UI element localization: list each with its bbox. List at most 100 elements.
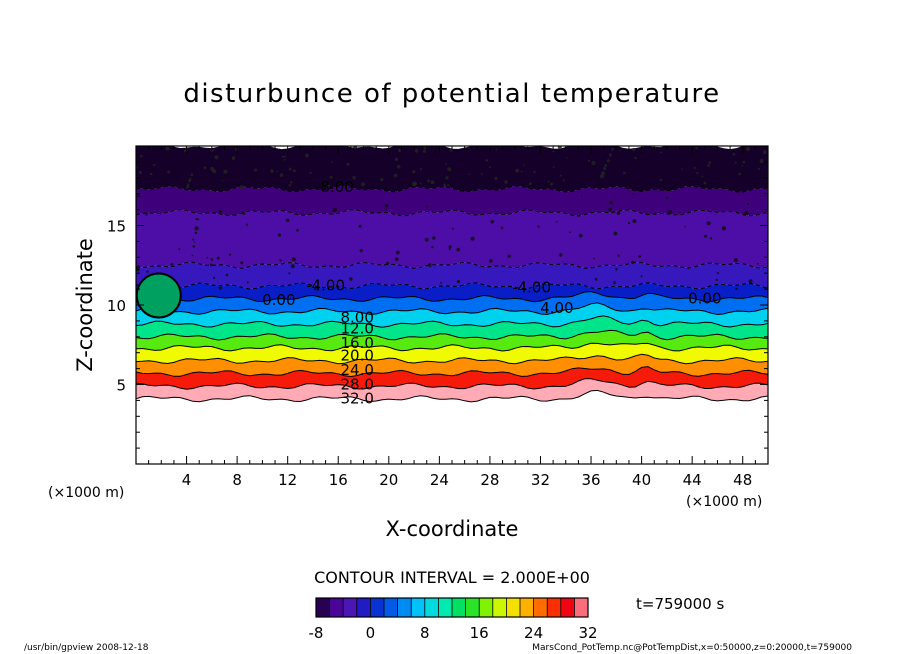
colorbar-tick-label: -8 <box>309 624 324 642</box>
contour-speck <box>136 265 141 270</box>
colorbar-tick-label: 0 <box>366 624 376 642</box>
contour-speck <box>710 237 713 240</box>
contour-speck <box>761 159 763 162</box>
contour-interval: CONTOUR INTERVAL = 2.000E+00 <box>314 568 590 587</box>
contour-speck <box>210 148 214 152</box>
contour-speck <box>706 221 711 226</box>
contour-speck <box>194 226 199 231</box>
contour-speck <box>289 181 293 184</box>
contour-speck <box>615 267 618 271</box>
colorbar-cell <box>560 598 575 617</box>
contour-speck <box>470 236 475 241</box>
contour-speck <box>587 159 591 163</box>
contour-line <box>136 302 768 316</box>
contour-band <box>136 282 768 302</box>
x-tick-label: 36 <box>581 471 600 489</box>
contour-speck <box>288 272 291 275</box>
footer-left: /usr/bin/gpview 2008-12-18 <box>24 643 149 653</box>
contour-speck <box>136 194 141 198</box>
contour-speck <box>703 181 707 185</box>
contour-speck <box>616 211 621 215</box>
colorbar-cell <box>329 598 344 617</box>
contour-line <box>136 389 768 403</box>
contour-speck <box>394 157 399 161</box>
x-tick-label: 12 <box>278 471 297 489</box>
z-unit-label: (×1000 m) <box>48 485 124 501</box>
contour-speck <box>432 236 436 240</box>
contour-line <box>136 366 768 378</box>
contour-speck <box>529 182 532 186</box>
y-tick-label: 5 <box>116 377 126 395</box>
contour-speck <box>284 155 287 158</box>
contour-speck <box>600 171 606 176</box>
contour-speck <box>279 259 282 262</box>
contour-speck <box>419 168 423 171</box>
y-axis-label: Z-coordinate <box>73 238 97 372</box>
contour-speck <box>593 257 595 260</box>
contour-speck <box>520 170 523 173</box>
contour-speck <box>346 162 350 166</box>
contour-speck <box>562 179 565 182</box>
x-tick-label: 16 <box>329 471 348 489</box>
contour-speck <box>386 261 390 265</box>
contour-speck <box>286 218 290 222</box>
contour-speck <box>292 169 296 173</box>
contour-speck <box>218 286 223 290</box>
contour-speck <box>153 163 156 167</box>
contour-speck <box>419 182 422 185</box>
contour-speck <box>225 273 229 277</box>
contour-speck <box>756 262 759 265</box>
contour-speck <box>566 157 568 159</box>
contour-speck <box>693 166 696 169</box>
x-axis: 4 8 12 16 20 24 28 32 36 40 44 48 <box>135 146 769 489</box>
contour-speck <box>627 221 631 225</box>
contour-line <box>136 209 768 217</box>
contour-speck <box>632 193 635 196</box>
contour-label: -4.00 <box>306 277 345 295</box>
colorbar <box>315 597 589 618</box>
contour-line <box>136 353 768 365</box>
contour-speck <box>447 167 452 172</box>
contour-speck <box>203 166 207 170</box>
contour-band <box>136 302 768 328</box>
colorbar-ticks: -8 0 8 16 24 32 <box>309 624 598 642</box>
contour-speck <box>221 179 224 182</box>
contour-speck <box>684 225 686 228</box>
colorbar-cell <box>547 598 562 617</box>
y-tick-label: 10 <box>107 297 126 315</box>
contour-speck <box>708 161 712 165</box>
contour-speck <box>558 253 563 257</box>
contour-speck <box>660 151 662 154</box>
x-axis-label: X-coordinate <box>386 517 519 541</box>
contour-label: 8.00 <box>340 309 373 327</box>
contour-band <box>136 366 768 390</box>
chart-title: disturbunce of potential temperature <box>183 79 720 109</box>
colorbar-cell <box>492 598 507 617</box>
contour-speck <box>489 166 492 169</box>
colorbar-cell <box>506 598 521 617</box>
contour-speck <box>430 180 435 185</box>
contour-speck <box>189 177 192 180</box>
contour-speck <box>212 169 217 174</box>
contour-line <box>136 261 768 269</box>
contour-label: 0.00 <box>688 289 721 307</box>
contour-speck <box>398 148 402 152</box>
contour-speck <box>145 212 149 216</box>
contour-speck <box>186 184 190 189</box>
contour-speck <box>448 248 451 251</box>
contour-speck <box>178 248 181 251</box>
contour-speck <box>361 182 366 187</box>
contour-speck <box>277 233 281 237</box>
contour-speck <box>707 164 710 167</box>
contour-speck <box>187 183 190 186</box>
contour-speck <box>291 257 296 262</box>
contour-label: 4.00 <box>540 299 573 317</box>
contour-speck <box>218 209 223 213</box>
contour-line <box>136 282 768 290</box>
contour-speck <box>349 277 353 281</box>
contour-speck <box>279 173 284 178</box>
contour-speck <box>431 245 434 249</box>
contour-speck <box>167 170 171 174</box>
y-axis: 5 10 15 <box>107 145 768 465</box>
contour-label: 24.0 <box>340 361 373 379</box>
